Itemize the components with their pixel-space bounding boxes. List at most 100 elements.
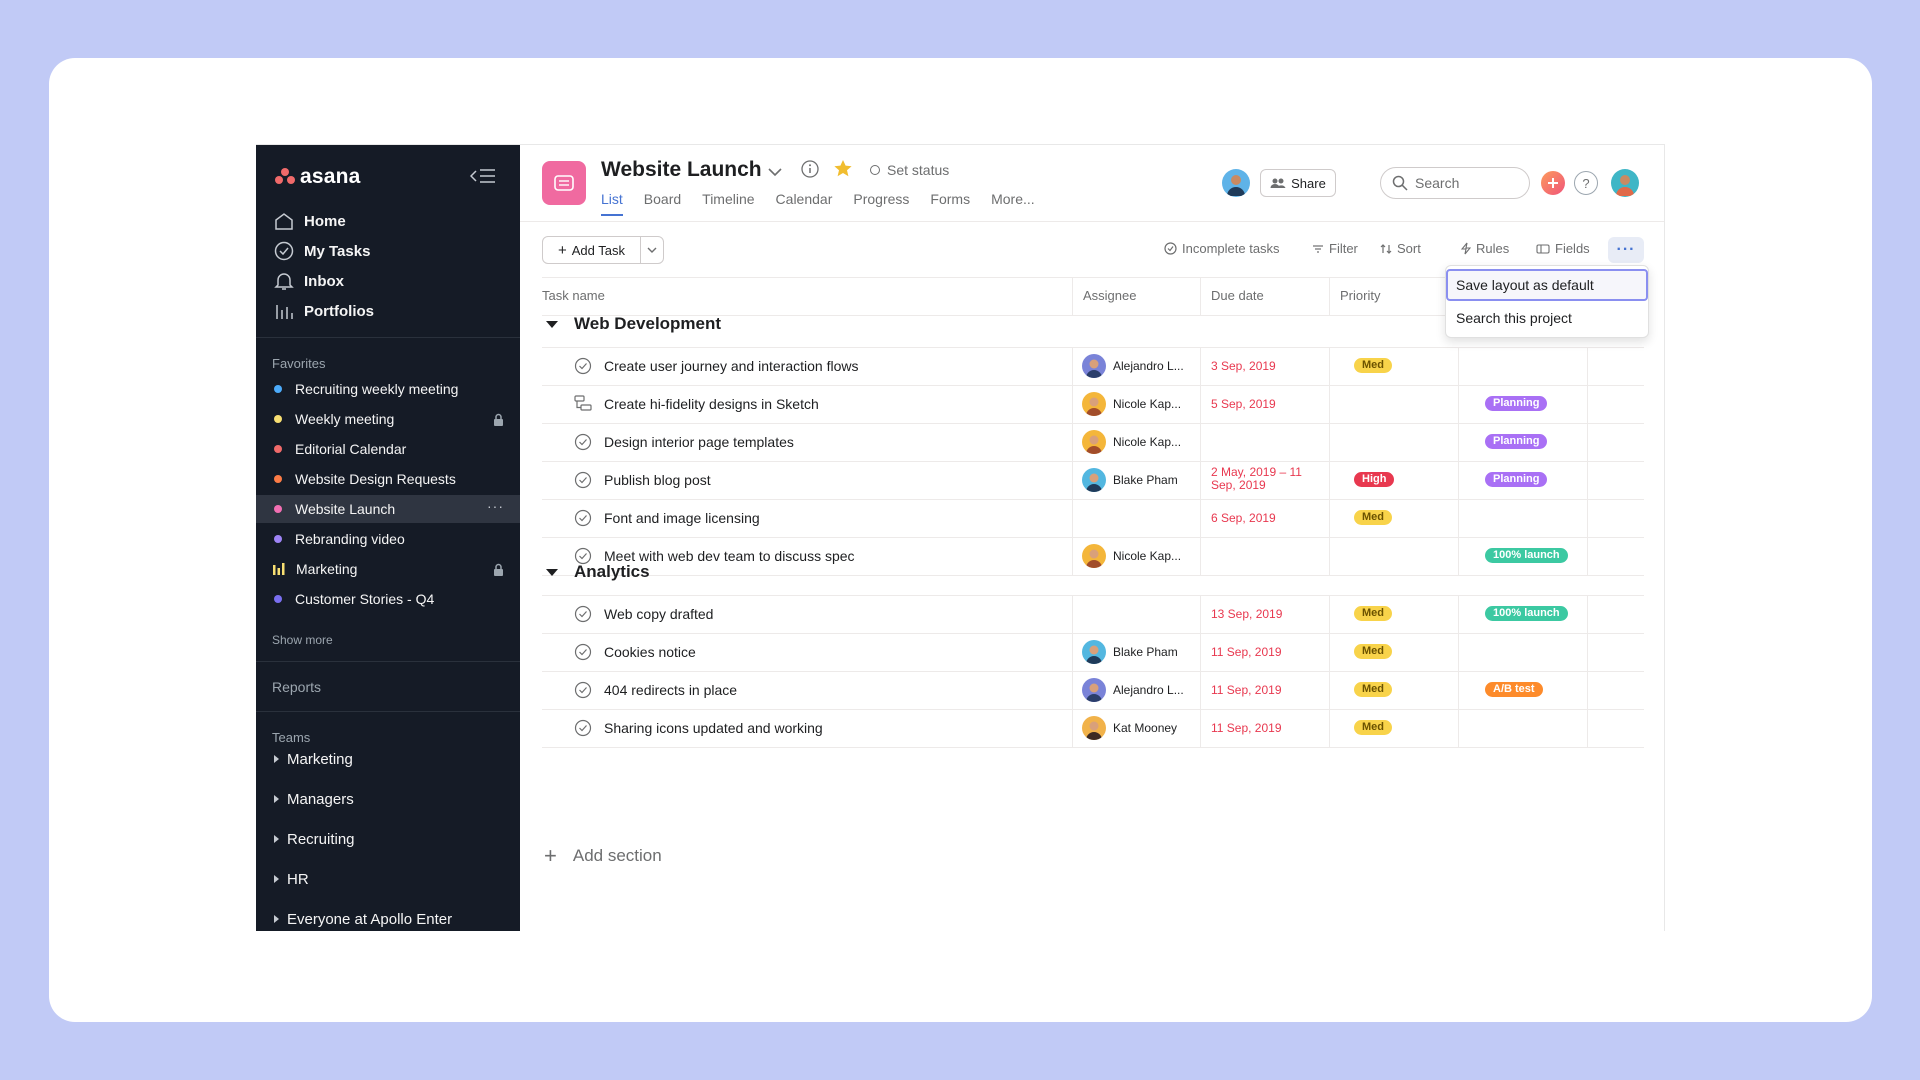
star-icon[interactable] [833, 159, 853, 183]
team-managers[interactable]: Managers [274, 787, 354, 811]
column-priority[interactable]: Priority [1340, 288, 1381, 303]
assignee[interactable]: Nicole Kap... [1082, 392, 1181, 416]
task-name[interactable]: Web copy drafted [604, 606, 714, 622]
task-name[interactable]: Create hi-fidelity designs in Sketch [604, 396, 819, 412]
due-date[interactable]: 3 Sep, 2019 [1211, 359, 1276, 373]
nav-home[interactable]: Home [274, 207, 346, 235]
favorite-weekly-meeting[interactable]: Weekly meeting [256, 405, 520, 433]
nav-portfolios[interactable]: Portfolios [274, 297, 374, 325]
project-icon[interactable] [542, 161, 586, 205]
team-marketing[interactable]: Marketing [274, 747, 353, 771]
task-row[interactable]: Web copy drafted 13 Sep, 2019 Med 100% laun… [542, 595, 1644, 633]
column-due-date[interactable]: Due date [1211, 288, 1264, 303]
team-hr[interactable]: HR [274, 867, 309, 891]
complete-checkbox-icon[interactable] [574, 471, 592, 494]
priority-badge[interactable]: Med [1354, 510, 1392, 525]
task-row[interactable]: Design interior page templates Nicole Kap… [542, 423, 1644, 461]
task-name[interactable]: Font and image licensing [604, 510, 760, 526]
due-date[interactable]: 6 Sep, 2019 [1211, 511, 1276, 525]
task-row[interactable]: Create user journey and interaction flow… [542, 347, 1644, 385]
assignee[interactable]: Nicole Kap... [1082, 544, 1181, 568]
quick-add-button[interactable] [1541, 171, 1565, 195]
rules-button[interactable]: Rules [1461, 241, 1509, 256]
tab-more[interactable]: More... [991, 191, 1035, 207]
collapse-sidebar-icon[interactable] [469, 167, 496, 185]
nav-inbox[interactable]: Inbox [274, 267, 344, 295]
menu-search-project[interactable]: Search this project [1446, 302, 1648, 334]
collapse-triangle-icon[interactable] [546, 568, 558, 576]
tag-badge[interactable]: Planning [1485, 396, 1548, 411]
assignee[interactable]: Kat Mooney [1082, 716, 1177, 740]
complete-checkbox-icon[interactable] [574, 547, 592, 570]
subtask-icon[interactable] [574, 395, 592, 416]
due-date[interactable]: 2 May, 2019 – 11 Sep, 2019 [1211, 465, 1302, 492]
task-row[interactable]: Meet with web dev team to discuss spec Ni… [542, 537, 1644, 575]
tag-badge[interactable]: Planning [1485, 434, 1548, 449]
complete-checkbox-icon[interactable] [574, 605, 592, 628]
task-row[interactable]: Sharing icons updated and working Kat Moo… [542, 709, 1644, 747]
add-section-button[interactable]: + Add section [542, 843, 662, 869]
filter-button[interactable]: Filter [1312, 241, 1358, 256]
more-actions-button[interactable]: ··· [1608, 237, 1644, 263]
team-recruiting[interactable]: Recruiting [274, 827, 355, 851]
asana-logo[interactable]: asana [274, 165, 361, 189]
complete-checkbox-icon[interactable] [574, 681, 592, 704]
collapse-triangle-icon[interactable] [546, 320, 558, 328]
task-name[interactable]: Create user journey and interaction flow… [604, 358, 859, 374]
complete-checkbox-icon[interactable] [574, 509, 592, 532]
task-name[interactable]: Publish blog post [604, 472, 711, 488]
due-date[interactable]: 13 Sep, 2019 [1211, 607, 1283, 621]
reports-link[interactable]: Reports [272, 679, 322, 695]
column-task-name[interactable]: Task name [542, 288, 605, 303]
favorite-rebranding-video[interactable]: Rebranding video [256, 525, 520, 553]
set-status-button[interactable]: Set status [870, 162, 949, 178]
task-row[interactable]: 404 redirects in place Alejandro L... 11 S… [542, 671, 1644, 709]
priority-badge[interactable]: Med [1354, 606, 1392, 621]
tag-badge[interactable]: 100% launch [1485, 606, 1568, 621]
priority-badge[interactable]: Med [1354, 682, 1392, 697]
favorite-website-launch[interactable]: Website Launch ··· [256, 495, 520, 523]
complete-checkbox-icon[interactable] [574, 357, 592, 380]
team-everyone[interactable]: Everyone at Apollo Enter [274, 907, 452, 931]
more-options-icon[interactable]: ··· [487, 498, 504, 514]
tag-badge[interactable]: A/B test [1485, 682, 1543, 697]
assignee[interactable]: Alejandro L... [1082, 354, 1184, 378]
help-button[interactable]: ? [1574, 171, 1598, 195]
add-task-button[interactable]: + Add Task [543, 237, 641, 263]
favorite-website-design-requests[interactable]: Website Design Requests [256, 465, 520, 493]
task-name[interactable]: Cookies notice [604, 644, 696, 660]
fields-button[interactable]: Fields [1536, 241, 1590, 256]
complete-checkbox-icon[interactable] [574, 719, 592, 742]
tab-timeline[interactable]: Timeline [702, 191, 755, 207]
info-icon[interactable] [801, 160, 819, 183]
complete-checkbox-icon[interactable] [574, 643, 592, 666]
task-row[interactable]: Cookies notice Blake Pham 11 Sep, 2019 Med [542, 633, 1644, 671]
column-assignee[interactable]: Assignee [1083, 288, 1137, 303]
tag-badge[interactable]: 100% launch [1485, 548, 1568, 563]
member-avatar[interactable] [1222, 169, 1250, 197]
priority-badge[interactable]: High [1354, 472, 1395, 487]
due-date[interactable]: 11 Sep, 2019 [1211, 683, 1282, 697]
tag-badge[interactable]: Planning [1485, 472, 1548, 487]
assignee[interactable]: Nicole Kap... [1082, 430, 1181, 454]
favorite-editorial-calendar[interactable]: Editorial Calendar [256, 435, 520, 463]
assignee[interactable]: Blake Pham [1082, 640, 1178, 664]
nav-my-tasks[interactable]: My Tasks [274, 237, 370, 265]
favorite-customer-stories-q4[interactable]: Customer Stories - Q4 [256, 585, 520, 613]
favorite-recruiting-weekly-meeting[interactable]: Recruiting weekly meeting [256, 375, 520, 403]
priority-badge[interactable]: Med [1354, 644, 1392, 659]
tab-calendar[interactable]: Calendar [775, 191, 833, 207]
section-header[interactable]: Web Development [542, 309, 721, 339]
complete-checkbox-icon[interactable] [574, 433, 592, 456]
tab-forms[interactable]: Forms [930, 191, 971, 207]
task-name[interactable]: 404 redirects in place [604, 682, 738, 698]
menu-save-layout[interactable]: Save layout as default [1446, 269, 1648, 301]
priority-badge[interactable]: Med [1354, 720, 1392, 735]
task-name[interactable]: Sharing icons updated and working [604, 720, 823, 736]
due-date[interactable]: 5 Sep, 2019 [1211, 397, 1276, 411]
due-date[interactable]: 11 Sep, 2019 [1211, 645, 1282, 659]
assignee[interactable]: Alejandro L... [1082, 678, 1184, 702]
task-row[interactable]: Font and image licensing 6 Sep, 2019 Med [542, 499, 1644, 537]
show-more-link[interactable]: Show more [272, 633, 333, 647]
user-avatar[interactable] [1611, 169, 1639, 197]
